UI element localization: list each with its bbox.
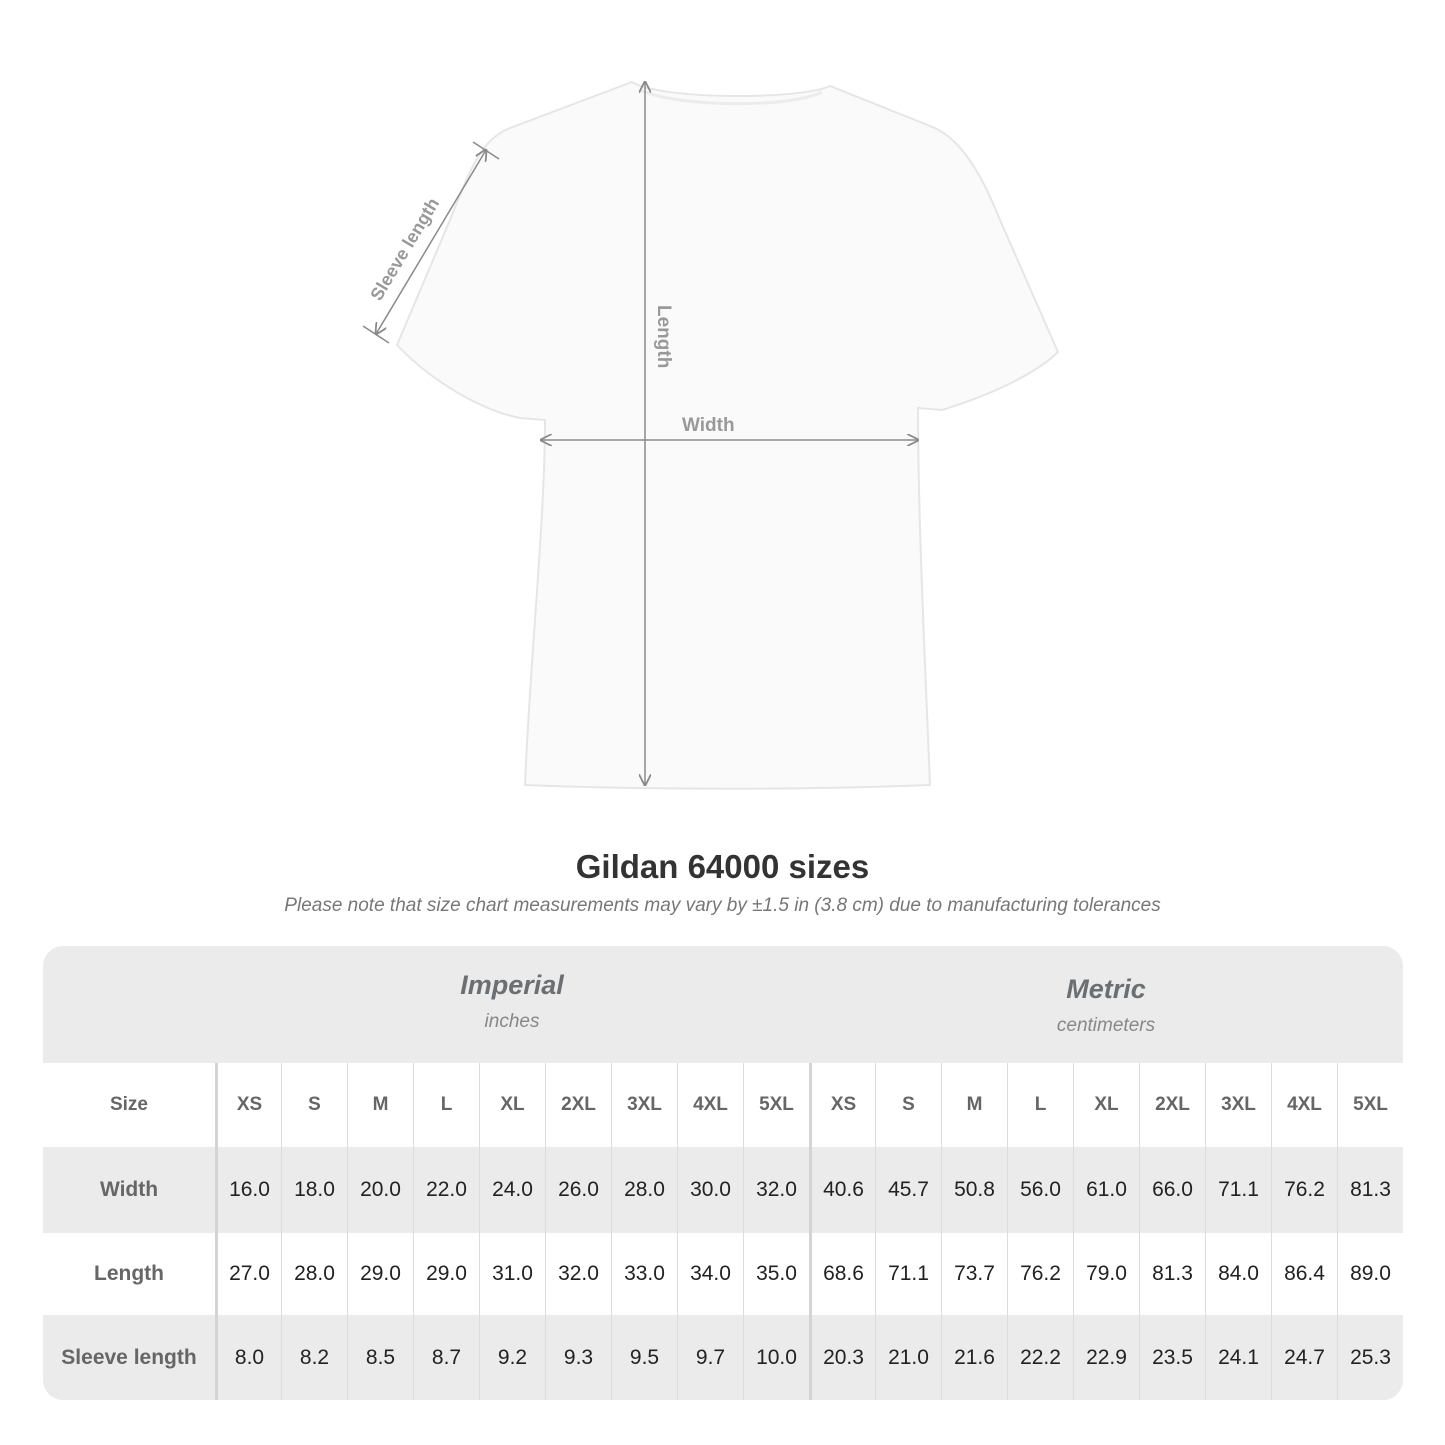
- size-header-cell: L: [413, 1063, 479, 1147]
- size-header-cell: XS: [809, 1063, 875, 1147]
- value-cell: 86.4: [1271, 1233, 1337, 1315]
- value-cell: 30.0: [677, 1147, 743, 1233]
- value-cell: 22.9: [1073, 1315, 1139, 1400]
- size-header-cell: M: [347, 1063, 413, 1147]
- value-cell: 68.6: [809, 1233, 875, 1315]
- value-cell: 73.7: [941, 1233, 1007, 1315]
- value-cell: 28.0: [281, 1233, 347, 1315]
- row-label: Sleeve length: [61, 1345, 197, 1369]
- value-cell: 24.1: [1205, 1315, 1271, 1400]
- value-cell: 16.0: [215, 1147, 281, 1233]
- size-header-cell: XL: [479, 1063, 545, 1147]
- value-cell: 71.1: [1205, 1147, 1271, 1233]
- value-cell: 25.3: [1337, 1315, 1403, 1400]
- value-cell: 20.0: [347, 1147, 413, 1233]
- sleeve-arrow: [376, 150, 486, 334]
- value-cell: 34.0: [677, 1233, 743, 1315]
- size-header-cell: XL: [1073, 1063, 1139, 1147]
- tshirt-diagram: Length Width Sleeve length: [362, 0, 1060, 790]
- tolerance-note: Please note that size chart measurements…: [284, 895, 1161, 916]
- metric-label: Metric: [1066, 974, 1146, 1004]
- value-cell: 66.0: [1139, 1147, 1205, 1233]
- value-cell: 71.1: [875, 1233, 941, 1315]
- metric-header: Metric centimeters: [809, 974, 1403, 1091]
- value-cell: 21.6: [941, 1315, 1007, 1400]
- value-cell: 29.0: [347, 1233, 413, 1315]
- row-length: Length 27.0 28.0 29.0 29.0 31.0 32.0 33.0 34.0 35…: [43, 1233, 1403, 1315]
- value-cell: 20.3: [809, 1315, 875, 1400]
- imperial-label: Imperial: [460, 970, 564, 1000]
- value-cell: 24.7: [1271, 1315, 1337, 1400]
- value-cell: 76.2: [1007, 1233, 1073, 1315]
- size-header-cell: XS: [215, 1063, 281, 1147]
- value-cell: 8.7: [413, 1315, 479, 1400]
- value-cell: 8.5: [347, 1315, 413, 1400]
- value-cell: 22.0: [413, 1147, 479, 1233]
- value-cell: 31.0: [479, 1233, 545, 1315]
- value-cell: 26.0: [545, 1147, 611, 1233]
- value-cell: 28.0: [611, 1147, 677, 1233]
- size-header-cell: 4XL: [1271, 1063, 1337, 1147]
- value-cell: 81.3: [1337, 1147, 1403, 1233]
- value-cell: 84.0: [1205, 1233, 1271, 1315]
- size-header-cell: L: [1007, 1063, 1073, 1147]
- value-cell: 9.5: [611, 1315, 677, 1400]
- value-cell: 9.7: [677, 1315, 743, 1400]
- row-label: Width: [99, 1178, 159, 1201]
- value-cell: 29.0: [413, 1233, 479, 1315]
- value-cell: 10.0: [743, 1315, 809, 1400]
- value-cell: 8.2: [281, 1315, 347, 1400]
- value-cell: 45.7: [875, 1147, 941, 1233]
- value-cell: 32.0: [743, 1147, 809, 1233]
- width-label: Width: [682, 415, 735, 436]
- value-cell: 61.0: [1073, 1147, 1139, 1233]
- value-cell: 23.5: [1139, 1315, 1205, 1400]
- value-cell: 24.0: [479, 1147, 545, 1233]
- metric-unit: centimeters: [1056, 1015, 1156, 1036]
- length-label: Length: [653, 305, 674, 368]
- size-header-cell: 3XL: [611, 1063, 677, 1147]
- imperial-header: Imperial inches: [215, 970, 809, 1087]
- value-cell: 35.0: [743, 1233, 809, 1315]
- row-label: Length: [94, 1262, 164, 1285]
- size-header-cell: 2XL: [545, 1063, 611, 1147]
- size-header-cell: S: [281, 1063, 347, 1147]
- value-cell: 9.2: [479, 1315, 545, 1400]
- value-cell: 50.8: [941, 1147, 1007, 1233]
- value-cell: 79.0: [1073, 1233, 1139, 1315]
- imperial-unit: inches: [484, 1011, 540, 1032]
- value-cell: 18.0: [281, 1147, 347, 1233]
- size-header-cell: 2XL: [1139, 1063, 1205, 1147]
- value-cell: 33.0: [611, 1233, 677, 1315]
- value-cell: 40.6: [809, 1147, 875, 1233]
- value-cell: 8.0: [215, 1315, 281, 1400]
- size-header-cell: 5XL: [743, 1063, 809, 1147]
- value-cell: 9.3: [545, 1315, 611, 1400]
- value-cell: 76.2: [1271, 1147, 1337, 1233]
- value-cell: 27.0: [215, 1233, 281, 1315]
- value-cell: 21.0: [875, 1315, 941, 1400]
- size-row: Size XS S M L XL 2XL 3XL 4XL 5XL XS S M L XL 2XL 3XL 4XL 5…: [43, 1063, 1403, 1147]
- row-width: Width 16.0 18.0 20.0 22.0 24.0 26.0 28.0 30.0 32.…: [43, 1147, 1403, 1233]
- value-cell: 22.2: [1007, 1315, 1073, 1400]
- value-cell: 89.0: [1337, 1233, 1403, 1315]
- size-chart-table: Imperial inches Metric centimeters Size X…: [43, 946, 1403, 1400]
- row-sleeve-length: Sleeve length 8.0 8.2 8.5 8.7 9.2 9.3 9.5 9.7 10.…: [43, 1315, 1403, 1400]
- page-title: Gildan 64000 sizes: [575, 848, 870, 885]
- value-cell: 56.0: [1007, 1147, 1073, 1233]
- row-label: Size: [109, 1094, 149, 1115]
- size-header-cell: M: [941, 1063, 1007, 1147]
- value-cell: 32.0: [545, 1233, 611, 1315]
- size-header-cell: 5XL: [1337, 1063, 1403, 1147]
- size-header-cell: S: [875, 1063, 941, 1147]
- value-cell: 81.3: [1139, 1233, 1205, 1315]
- size-header-cell: 4XL: [677, 1063, 743, 1147]
- size-header-cell: 3XL: [1205, 1063, 1271, 1147]
